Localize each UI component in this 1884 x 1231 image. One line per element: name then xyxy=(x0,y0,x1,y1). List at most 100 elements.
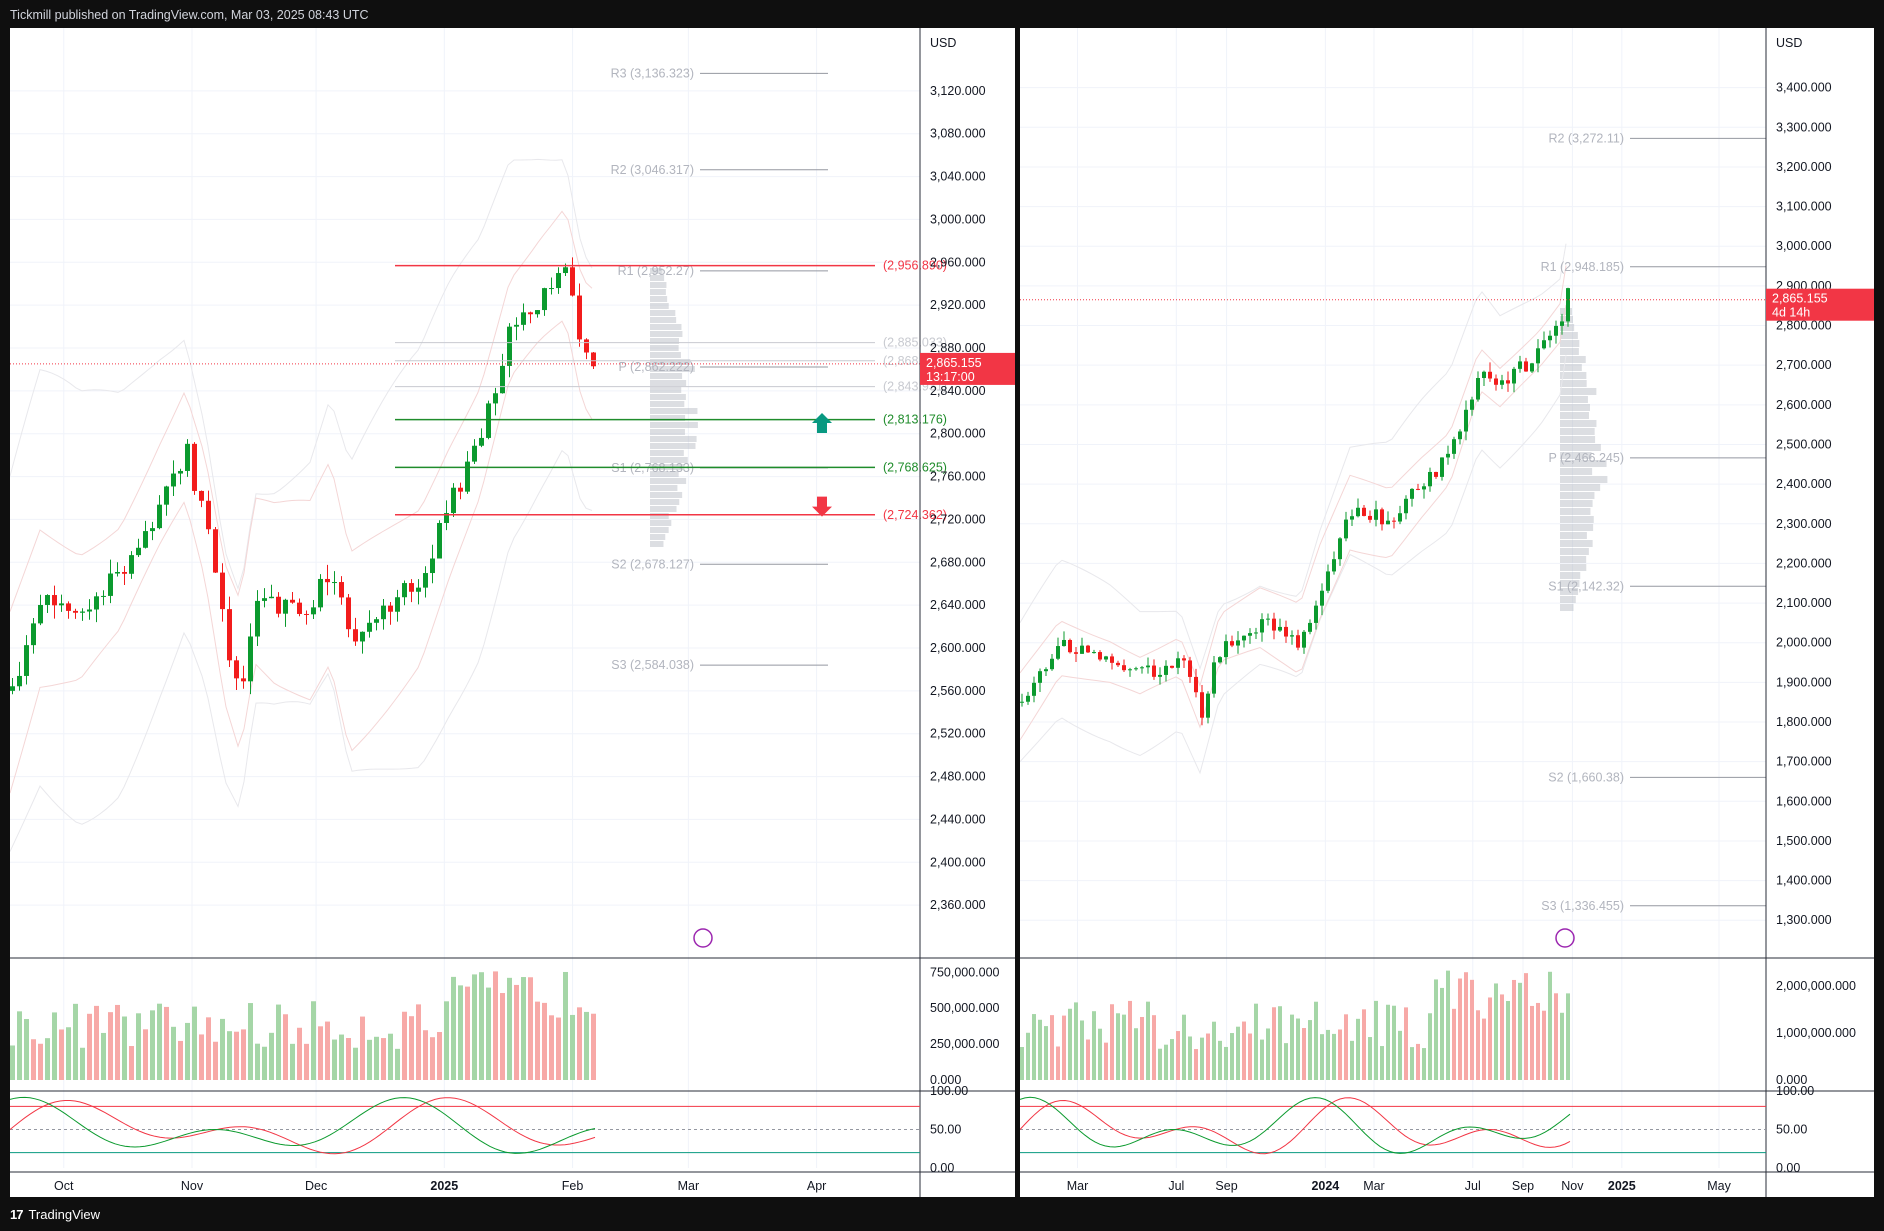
price-tick-label: 1,700.000 xyxy=(1776,755,1832,769)
volume-bar xyxy=(234,1031,239,1080)
volume-bar xyxy=(1488,997,1492,1080)
volume-bar xyxy=(311,1001,316,1080)
volume-profile-bar xyxy=(650,317,677,323)
candle-body xyxy=(1092,652,1096,654)
candle-body xyxy=(1536,348,1540,364)
footer-brand[interactable]: 17 TradingView xyxy=(10,1207,100,1222)
volume-profile-bar xyxy=(650,282,667,288)
volume-bar xyxy=(248,1003,253,1080)
volume-bars xyxy=(1020,970,1570,1080)
left-chart-svg[interactable]: R3 (3,136.323) R2 (3,046.317) R1 (2,952.27… xyxy=(10,28,1015,1197)
volume-bar xyxy=(1224,1046,1228,1080)
pivot-label-s3: S3 (1,336.455) xyxy=(1541,899,1624,913)
volume-profile-bar xyxy=(1560,492,1595,499)
volume-bar xyxy=(1146,1001,1150,1080)
candle-body xyxy=(304,613,309,615)
volume-bar xyxy=(1302,1028,1306,1080)
price-tick-label: 3,120.000 xyxy=(930,84,986,98)
right-chart-pane[interactable]: R2 (3,272.11) R1 (2,948.185) P (2,466.245)… xyxy=(1020,28,1874,1197)
price-tick-label: 2,880.000 xyxy=(930,341,986,355)
volume-profile-bar xyxy=(1560,428,1595,435)
arrow-down-icon xyxy=(812,496,832,517)
candle-body xyxy=(1356,507,1360,517)
volume-profile-bar xyxy=(1560,476,1608,483)
volume-profile-bar xyxy=(650,457,688,463)
volume-profile-bar xyxy=(1560,532,1587,539)
volume-bar xyxy=(1200,1037,1204,1080)
price-tick-label: 3,400.000 xyxy=(1776,81,1832,95)
volume-bar xyxy=(1416,1043,1420,1080)
level-label: (2,768.625) xyxy=(883,460,947,474)
price-tick-label: 2,560.000 xyxy=(930,684,986,698)
pivot-label-s2: S2 (2,678.127) xyxy=(611,557,694,571)
candle-body xyxy=(1128,669,1132,671)
candle-body xyxy=(311,607,316,615)
volume-profile-bar xyxy=(1560,524,1594,531)
volume-bar xyxy=(542,1002,547,1080)
last-price-badge xyxy=(920,352,1015,385)
candle-body xyxy=(269,596,274,599)
volume-bar xyxy=(1122,1014,1126,1080)
candle-body xyxy=(59,603,64,606)
volume-profile-bar xyxy=(1560,412,1589,419)
volume-bar xyxy=(192,1006,197,1080)
candle-body xyxy=(220,572,225,610)
price-tick-label: 3,040.000 xyxy=(930,170,986,184)
volume-bar xyxy=(493,971,498,1080)
candle-body xyxy=(227,609,232,661)
time-tick-label: May xyxy=(1707,1179,1731,1193)
envelope-line xyxy=(10,210,593,612)
price-tick-label: 2,500.000 xyxy=(1776,437,1832,451)
pivot-label-s2: S2 (1,660.38) xyxy=(1548,770,1624,784)
volume-profile-bar xyxy=(1560,436,1596,443)
left-chart-pane[interactable]: R3 (3,136.323) R2 (3,046.317) R1 (2,952.27… xyxy=(10,28,1015,1197)
candle-body xyxy=(1548,335,1552,341)
volume-bar xyxy=(17,1011,22,1080)
candle-body xyxy=(157,504,162,529)
last-price-countdown: 13:17:00 xyxy=(926,370,975,384)
volume-bar xyxy=(1470,979,1474,1080)
volume-bar xyxy=(1410,1047,1414,1080)
publication-header: Tickmill published on TradingView.com, M… xyxy=(10,8,369,22)
envelope-line xyxy=(10,449,593,852)
volume-bar xyxy=(31,1039,36,1080)
volume-bar xyxy=(157,1003,162,1080)
time-tick-label: Nov xyxy=(181,1179,204,1193)
volume-bar xyxy=(1062,1015,1066,1080)
oscillator-tick-label: 100.00 xyxy=(930,1084,968,1098)
volume-profile-bar xyxy=(650,373,683,379)
volume-bar xyxy=(115,1004,120,1080)
candle-body xyxy=(1044,669,1048,672)
footer-brand-name: TradingView xyxy=(28,1207,101,1222)
candle-body xyxy=(1518,361,1522,369)
volume-profile-bar xyxy=(1560,596,1576,603)
pivot-label-s1: S1 (2,142.32) xyxy=(1548,579,1624,593)
candle-body xyxy=(1284,626,1288,637)
right-chart-svg[interactable]: R2 (3,272.11) R1 (2,948.185) P (2,466.245)… xyxy=(1020,28,1874,1197)
volume-bar xyxy=(1434,979,1438,1080)
candle-body xyxy=(1428,471,1432,487)
candle-body xyxy=(1182,658,1186,661)
volume-bar xyxy=(1368,1037,1372,1080)
volume-bar xyxy=(1242,1021,1246,1080)
candle-body xyxy=(1236,640,1240,646)
candle-body xyxy=(1506,380,1510,384)
volume-tick-label: 500,000.000 xyxy=(930,1001,1000,1015)
volume-bar xyxy=(1218,1040,1222,1080)
volume-bar xyxy=(1188,1036,1192,1080)
lightning-icon[interactable] xyxy=(693,928,713,948)
lightning-icon[interactable] xyxy=(1555,928,1575,948)
candle-body xyxy=(521,312,526,325)
candle-body xyxy=(1524,361,1528,372)
volume-bar xyxy=(171,1026,176,1080)
volume-profile-bar xyxy=(1560,508,1591,515)
candle-body xyxy=(437,522,442,559)
volume-bar xyxy=(1566,993,1570,1080)
candle-body xyxy=(388,605,393,612)
price-tick-label: 3,300.000 xyxy=(1776,120,1832,134)
price-tick-label: 2,300.000 xyxy=(1776,517,1832,531)
oscillator-tick-label: 50.00 xyxy=(1776,1123,1807,1137)
volume-profile-bar xyxy=(1560,332,1578,339)
volume-bar xyxy=(1092,1011,1096,1080)
candle-body xyxy=(1452,439,1456,454)
